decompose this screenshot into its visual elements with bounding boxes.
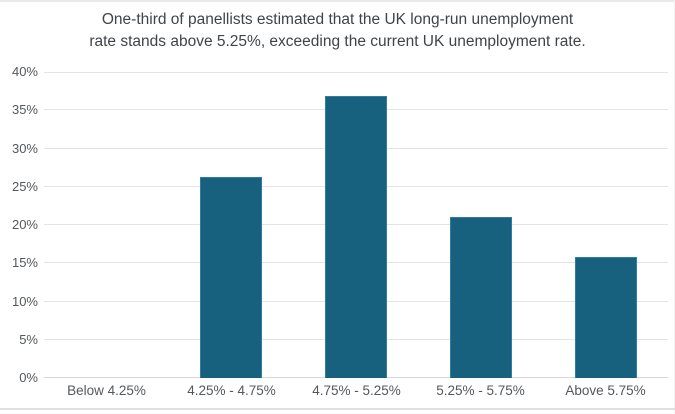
x-axis-label-5.25-5.75-: 5.25% - 5.75% <box>436 383 525 398</box>
bar-above-5.75- <box>575 257 637 378</box>
x-axis-label-4.75-5.25-: 4.75% - 5.25% <box>312 383 401 398</box>
gridline-40 <box>44 72 668 73</box>
x-axis-label-below-4.25-: Below 4.25% <box>67 383 146 398</box>
y-axis-label-30: 30% <box>11 141 38 156</box>
y-axis-label-10: 10% <box>11 294 38 309</box>
y-axis-label-25: 25% <box>11 179 38 194</box>
bar-4.75-5.25- <box>325 96 387 378</box>
chart-title: One-third of panellists estimated that t… <box>0 9 675 52</box>
x-axis-label-4.25-4.75-: 4.25% - 4.75% <box>187 383 276 398</box>
chart-title-line2: rate stands above 5.25%, exceeding the c… <box>89 32 586 50</box>
y-axis-label-40: 40% <box>11 64 38 79</box>
x-axis-label-above-5.75-: Above 5.75% <box>565 383 646 398</box>
y-axis-label-15: 15% <box>11 255 38 270</box>
plot-area <box>44 72 668 378</box>
y-axis-label-0: 0% <box>19 370 38 385</box>
image-bottom-border <box>0 408 675 410</box>
bar-5.25-5.75- <box>450 217 512 378</box>
y-axis-label-20: 20% <box>11 217 38 232</box>
bar-4.25-4.75- <box>200 177 262 378</box>
y-axis-label-5: 5% <box>19 332 38 347</box>
image-top-border <box>0 0 675 2</box>
y-axis-label-35: 35% <box>11 102 38 117</box>
chart-title-line1: One-third of panellists estimated that t… <box>101 11 574 28</box>
